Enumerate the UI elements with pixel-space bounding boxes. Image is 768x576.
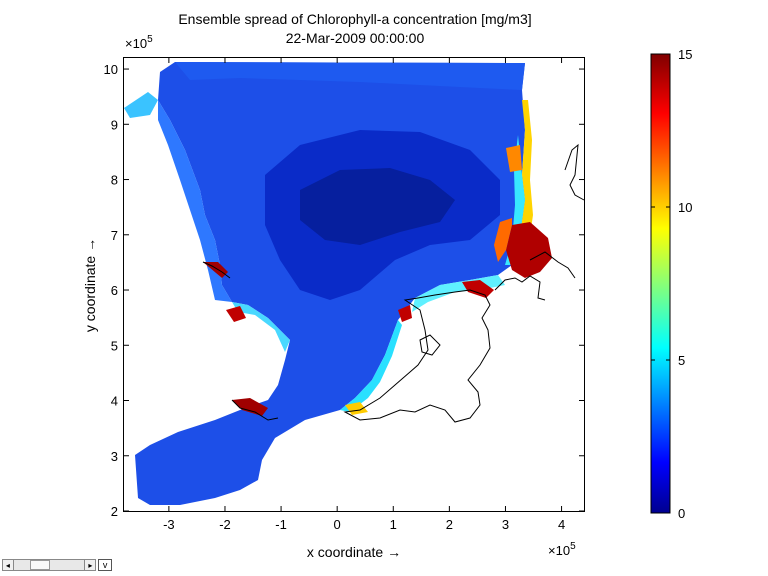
y-tick-label: 4 [111,394,118,409]
x-tick-label: 4 [558,517,565,532]
land-outlines [202,143,585,423]
x-tick-label: 1 [390,517,397,532]
hotspot-thames [232,398,268,416]
y-tick-label: 7 [111,228,118,243]
y-tick-label: 5 [111,338,118,353]
chart-title-block: Ensemble spread of Chlorophyll-a concent… [100,10,610,48]
chart-subtitle: 22-Mar-2009 00:00:00 [285,30,425,46]
y-tick-label: 9 [111,117,118,132]
y-axis-label: y coordinate → [82,238,98,332]
horizontal-scrollbar[interactable]: ◂ ▸ v [2,558,112,572]
coastline-netherlands [343,289,491,423]
colorbar-axis: 0 5 10 15 [651,47,692,521]
hotspot-wash [203,262,228,278]
x-tick-label: 0 [334,517,341,532]
coastline-uk-wash [202,261,231,279]
hotspot-german-bight-edge [494,218,512,262]
x-tick-label: 3 [502,517,509,532]
coastline-denmark-east [564,143,585,201]
hotspot-humber [226,306,246,322]
sea-region-west-band [158,100,232,302]
x-tick-label: -3 [163,517,175,532]
scroll-left-button[interactable]: ◂ [2,559,14,571]
coastline-germany [494,275,546,301]
colorbar-tick-label: 15 [678,47,692,62]
coastline-denmark [529,251,576,279]
hotspot-scheldt [345,402,368,415]
y-axis-exponent: ×105 [125,34,153,51]
x-axis-exponent: ×105 [548,541,576,558]
x-axis-label: x coordinate → [307,544,401,560]
y-tick-label: 10 [104,62,118,77]
hotspot-danish-mid [506,145,522,172]
hotspot-ems [462,280,494,298]
scroll-track[interactable] [13,559,85,571]
y-axis: 2 3 4 5 6 7 8 9 10 [104,62,584,519]
y-tick-label: 6 [111,283,118,298]
y-tick-label: 8 [111,173,118,188]
colorbar-tick-label: 5 [678,353,685,368]
x-axis: -3 -2 -1 0 1 2 3 4 [163,58,565,532]
x-tick-label: 2 [446,517,453,532]
y-tick-label: 2 [111,504,118,519]
colorbar-tick-label: 0 [678,506,685,521]
x-tick-label: -2 [219,517,231,532]
x-tick-label: -1 [275,517,287,532]
hotspot-ijssel [398,305,412,322]
sea-region-lower [300,168,455,245]
colorbar-tick-label: 10 [678,200,692,215]
sea-region-dutch-coast [340,320,402,412]
scroll-menu-button[interactable]: v [98,559,112,571]
spread-field [124,62,552,505]
scroll-right-button[interactable]: ▸ [84,559,97,571]
sea-region-west-edge [124,92,158,118]
colorbar [650,53,671,514]
coastline-inner-lake [419,334,441,356]
hotspot-german-bight [506,222,552,278]
scroll-thumb[interactable] [29,560,50,570]
sea-region-north [175,62,525,90]
chart-title: Ensemble spread of Chlorophyll-a concent… [178,11,532,27]
coastline-uk-thames [231,399,279,421]
y-tick-label: 3 [111,449,118,464]
